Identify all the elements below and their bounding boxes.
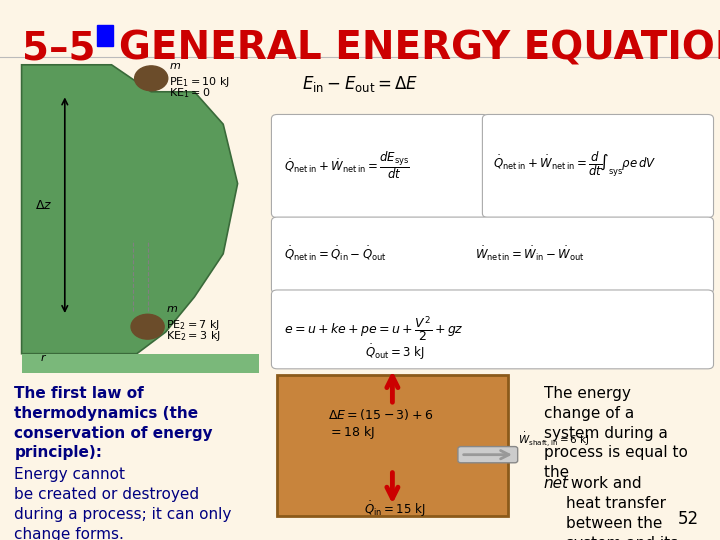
Circle shape xyxy=(131,314,164,339)
Text: work and
heat transfer
between the
system and its
surroundings.: work and heat transfer between the syste… xyxy=(566,476,678,540)
Text: The energy
change of a
system during a
process is equal to
the: The energy change of a system during a p… xyxy=(544,386,688,480)
FancyBboxPatch shape xyxy=(271,114,488,218)
Text: $\dot{W}_{\mathrm{net\,in}} = \dot{W}_{\mathrm{in}} - \dot{W}_{\mathrm{out}}$: $\dot{W}_{\mathrm{net\,in}} = \dot{W}_{\… xyxy=(475,245,585,263)
FancyBboxPatch shape xyxy=(271,290,714,369)
Text: $e = u + ke + pe = u + \dfrac{V^2}{2} + gz$: $e = u + ke + pe = u + \dfrac{V^2}{2} + … xyxy=(284,315,464,344)
FancyBboxPatch shape xyxy=(458,447,518,463)
Bar xyxy=(97,25,113,46)
Text: 52: 52 xyxy=(678,510,698,528)
Text: GENERAL ENERGY EQUATION: GENERAL ENERGY EQUATION xyxy=(119,30,720,68)
Text: $E_{\mathrm{in}} - E_{\mathrm{out}} = \Delta E$: $E_{\mathrm{in}} - E_{\mathrm{out}} = \D… xyxy=(302,73,419,94)
Text: $\Delta E = (15 - 3) + 6$
$= 18\ \mathrm{kJ}$: $\Delta E = (15 - 3) + 6$ $= 18\ \mathrm… xyxy=(328,407,433,441)
Text: Energy cannot
be created or destroyed
during a process; it can only
change forms: Energy cannot be created or destroyed du… xyxy=(14,467,232,540)
Text: $\dot{W}_{\mathrm{shaft,in}} = 6\ \mathrm{kJ}$: $\dot{W}_{\mathrm{shaft,in}} = 6\ \mathr… xyxy=(518,431,590,449)
Text: $\dot{Q}_{\mathrm{in}} = 15\ \mathrm{kJ}$: $\dot{Q}_{\mathrm{in}} = 15\ \mathrm{kJ}… xyxy=(364,500,426,519)
Text: $\mathrm{PE_2 = 7\ kJ}$: $\mathrm{PE_2 = 7\ kJ}$ xyxy=(166,318,220,332)
Text: $\dot{Q}_{\mathrm{net\,in}} = \dot{Q}_{\mathrm{in}} - \dot{Q}_{\mathrm{out}}$: $\dot{Q}_{\mathrm{net\,in}} = \dot{Q}_{\… xyxy=(284,245,387,263)
Text: $\dot{Q}_{\mathrm{net\,in}} + \dot{W}_{\mathrm{net\,in}} = \dfrac{dE_{\mathrm{sy: $\dot{Q}_{\mathrm{net\,in}} + \dot{W}_{\… xyxy=(284,148,410,181)
Text: $\Delta z$: $\Delta z$ xyxy=(35,199,52,212)
Text: $\dot{Q}_{\mathrm{out}} = 3\ \mathrm{kJ}$: $\dot{Q}_{\mathrm{out}} = 3\ \mathrm{kJ}… xyxy=(364,342,425,362)
Text: 5–5: 5–5 xyxy=(22,30,95,68)
Text: $\mathrm{KE_2 = 3\ kJ}$: $\mathrm{KE_2 = 3\ kJ}$ xyxy=(166,329,220,343)
FancyBboxPatch shape xyxy=(277,375,508,516)
Polygon shape xyxy=(22,65,238,354)
Text: $m$: $m$ xyxy=(166,304,178,314)
Text: The first law of
thermodynamics (the
conservation of energy
principle):: The first law of thermodynamics (the con… xyxy=(14,386,213,461)
Polygon shape xyxy=(22,354,259,373)
FancyBboxPatch shape xyxy=(271,217,714,293)
Text: $\dot{Q}_{\mathrm{net\,in}} + \dot{W}_{\mathrm{net\,in}} = \dfrac{d}{dt}\!\int_{: $\dot{Q}_{\mathrm{net\,in}} + \dot{W}_{\… xyxy=(493,151,657,179)
Circle shape xyxy=(135,66,168,91)
Text: $\mathrm{KE_1 = 0}$: $\mathrm{KE_1 = 0}$ xyxy=(169,86,211,100)
Text: $r$: $r$ xyxy=(40,352,47,363)
Text: $\mathrm{PE_1 = 10\ kJ}$: $\mathrm{PE_1 = 10\ kJ}$ xyxy=(169,75,230,89)
FancyBboxPatch shape xyxy=(482,114,714,218)
Text: net: net xyxy=(544,476,569,491)
Text: $m$: $m$ xyxy=(169,61,181,71)
